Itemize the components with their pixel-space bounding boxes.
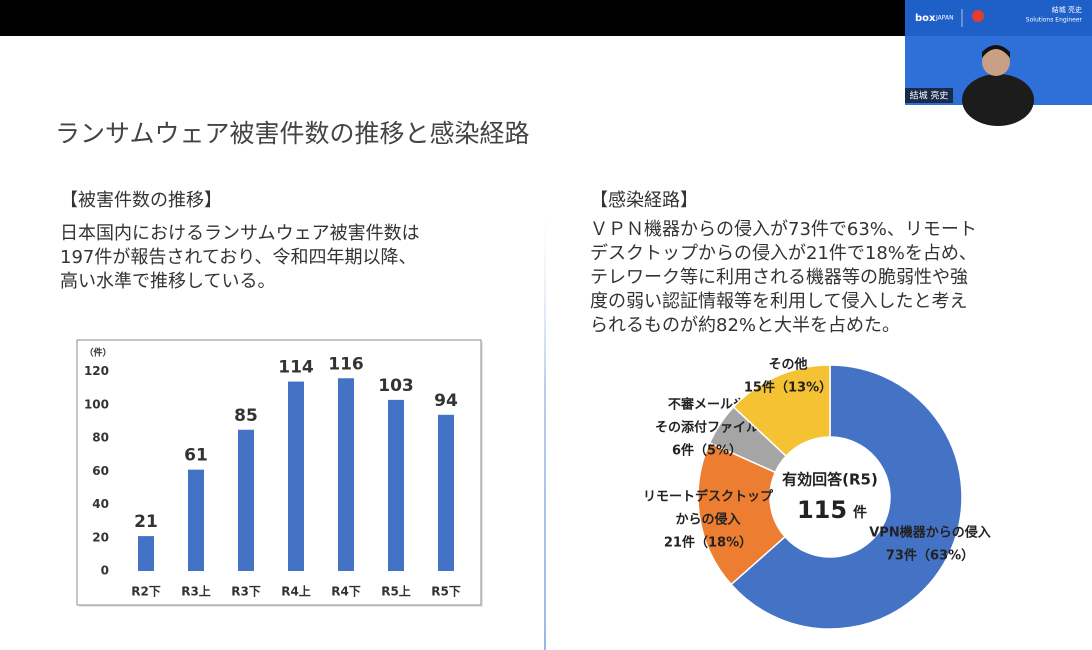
bar — [138, 536, 154, 571]
center-title: 有効回答(R5) — [782, 471, 878, 489]
text-line: デスクトップからの侵入が21件で18%を占め、 — [590, 243, 977, 264]
name-tag-text: 結城 亮史 — [910, 90, 949, 102]
text-line: 度の弱い認証情報等を利用して侵入したと考え — [590, 291, 968, 312]
person-head — [982, 48, 1010, 76]
slice-label: その他 — [768, 357, 807, 373]
pie-slice — [697, 441, 787, 586]
slice-label: VPN機器からの侵入 — [869, 525, 990, 541]
center-unit: 件 — [853, 504, 867, 521]
pie-slice — [732, 364, 831, 458]
person-hair — [982, 45, 1010, 58]
left-heading: 【被害件数の推移】 — [60, 190, 222, 211]
video-header — [905, 0, 1092, 36]
bar — [288, 381, 304, 571]
data-label: 94 — [434, 391, 458, 411]
right-text: ＶＰＮ機器からの侵入が73件で63%、リモート デスクトップからの侵入が21件で… — [590, 218, 977, 338]
text-line: 197件が報告されており、令和四年期以降、 — [60, 247, 417, 268]
logo: box — [915, 13, 936, 24]
right-heading: 【感染経路】 — [590, 190, 698, 211]
x-tick-label: R5下 — [431, 585, 461, 599]
y-tick-label: 120 — [84, 364, 109, 378]
text-line: 日本国内におけるランサムウェア被害件数は — [60, 223, 420, 244]
slice-value-label: 6件（5%） — [672, 443, 742, 459]
data-label: 85 — [234, 406, 258, 426]
y-tick-label: 60 — [92, 464, 109, 478]
slice-label: 不審メールや — [668, 397, 746, 413]
bar — [188, 469, 204, 571]
x-tick-label: R4上 — [281, 584, 311, 599]
x-tick-label: R5上 — [381, 584, 411, 599]
chart-frame — [76, 339, 482, 606]
text-line: られるものが約82%と大半を占めた。 — [590, 315, 901, 336]
bar — [438, 414, 454, 571]
y-tick-label: 100 — [84, 397, 109, 411]
person-body — [962, 74, 1034, 126]
x-tick-label: R3上 — [181, 584, 211, 599]
name-tag — [905, 88, 953, 103]
data-label: 114 — [278, 358, 314, 378]
y-unit-label: （件） — [84, 347, 111, 359]
logo-sub: JAPAN — [935, 15, 954, 22]
text-line: ＶＰＮ機器からの侵入が73件で63%、リモート — [590, 219, 977, 240]
x-tick-label: R3下 — [231, 585, 261, 599]
slide-title: ランサムウェア被害件数の推移と感染経路 — [55, 119, 530, 148]
bar — [388, 399, 404, 571]
pie-slice — [730, 364, 963, 630]
data-label: 116 — [328, 354, 364, 374]
center-value: 115 — [797, 496, 847, 524]
slice-label: その添付ファイル — [655, 420, 759, 436]
y-tick-label: 80 — [92, 431, 109, 445]
text-line: 高い水準で推移している。 — [60, 271, 276, 292]
slice-value-label: 15件（13%） — [744, 380, 832, 396]
bar — [338, 378, 354, 571]
x-tick-label: R4下 — [331, 585, 361, 599]
y-tick-label: 0 — [101, 564, 109, 578]
bar — [238, 429, 254, 571]
slice-value-label: 21件（18%） — [664, 535, 752, 551]
x-tick-label: R2下 — [131, 585, 161, 599]
text-line: テレワーク等に利用される機器等の脆弱性や強 — [590, 267, 968, 288]
y-tick-label: 20 — [92, 530, 109, 544]
y-tick-label: 40 — [92, 497, 109, 511]
logo-mark — [972, 10, 984, 22]
left-text: 日本国内におけるランサムウェア被害件数は 197件が報告されており、令和四年期以… — [60, 222, 420, 294]
slice-value-label: 73件（63%） — [886, 548, 974, 564]
data-label: 61 — [184, 446, 208, 466]
data-label: 21 — [134, 512, 158, 532]
divider — [544, 215, 546, 650]
slice-label: からの侵入 — [675, 512, 740, 528]
data-label: 103 — [378, 376, 414, 396]
top-bar — [0, 0, 905, 36]
presenter-title: Solutions Engineer — [1026, 17, 1083, 24]
presenter-name: 結城 亮史 — [1052, 5, 1082, 14]
slice-label: リモートデスクトップ — [643, 489, 774, 505]
